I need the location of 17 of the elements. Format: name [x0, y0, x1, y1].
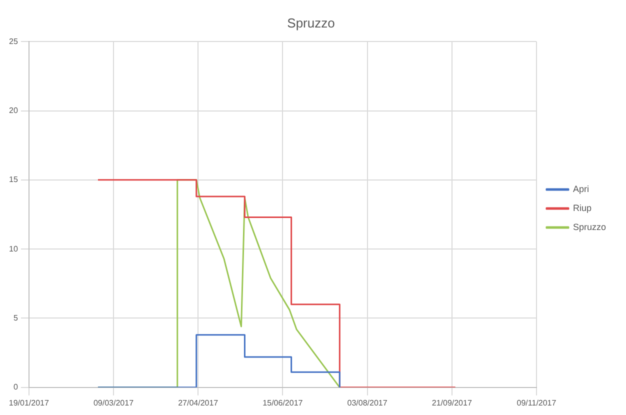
x-tick-label: 03/08/2017 — [347, 398, 388, 408]
x-tick-label: 19/01/2017 — [8, 398, 50, 408]
legend-label: Apri — [572, 184, 589, 194]
y-tick-label: 5 — [13, 313, 18, 322]
x-tick-label: 27/04/2017 — [178, 398, 219, 408]
legend-label: Spruzzo — [572, 222, 606, 232]
x-tick-label: 09/03/2017 — [93, 398, 134, 408]
y-tick-label: 0 — [13, 382, 18, 392]
y-tick-label: 25 — [8, 36, 18, 46]
y-tick-label: 20 — [8, 106, 18, 115]
legend-label: Riup — [572, 202, 592, 213]
x-tick-label: 15/06/2017 — [262, 398, 304, 408]
x-tick-label: 21/09/2017 — [432, 398, 472, 408]
x-tick-label: 09/11/2017 — [516, 398, 557, 408]
y-tick-label: 15 — [8, 175, 18, 184]
chart-title: Spruzzo — [287, 15, 335, 30]
y-tick-label: 10 — [8, 244, 18, 254]
